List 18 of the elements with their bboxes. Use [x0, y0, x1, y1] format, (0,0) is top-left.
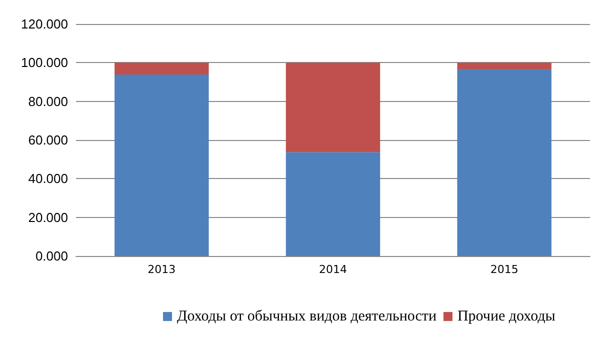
bar — [286, 62, 380, 152]
legend-label: Прочие доходы — [457, 308, 556, 324]
y-tick-label: 20.000 — [28, 210, 68, 225]
bar — [114, 74, 209, 256]
bar — [286, 152, 380, 256]
bar — [457, 69, 552, 256]
bar — [114, 62, 209, 74]
bar — [457, 62, 552, 70]
x-tick-label: 2015 — [490, 263, 518, 276]
y-tick-label: 40.000 — [28, 171, 68, 186]
y-tick-label: 100.000 — [21, 55, 68, 70]
y-tick-label: 0.000 — [35, 248, 68, 264]
y-tick-label: 60.000 — [28, 132, 68, 148]
x-tick-label: 2014 — [319, 263, 347, 276]
x-tick-label: 2013 — [148, 263, 176, 276]
legend-label: Доходы от обычных видов деятельности — [177, 308, 436, 324]
y-tick-label: 80.000 — [28, 94, 68, 109]
y-tick-label: 120.000 — [21, 16, 68, 32]
